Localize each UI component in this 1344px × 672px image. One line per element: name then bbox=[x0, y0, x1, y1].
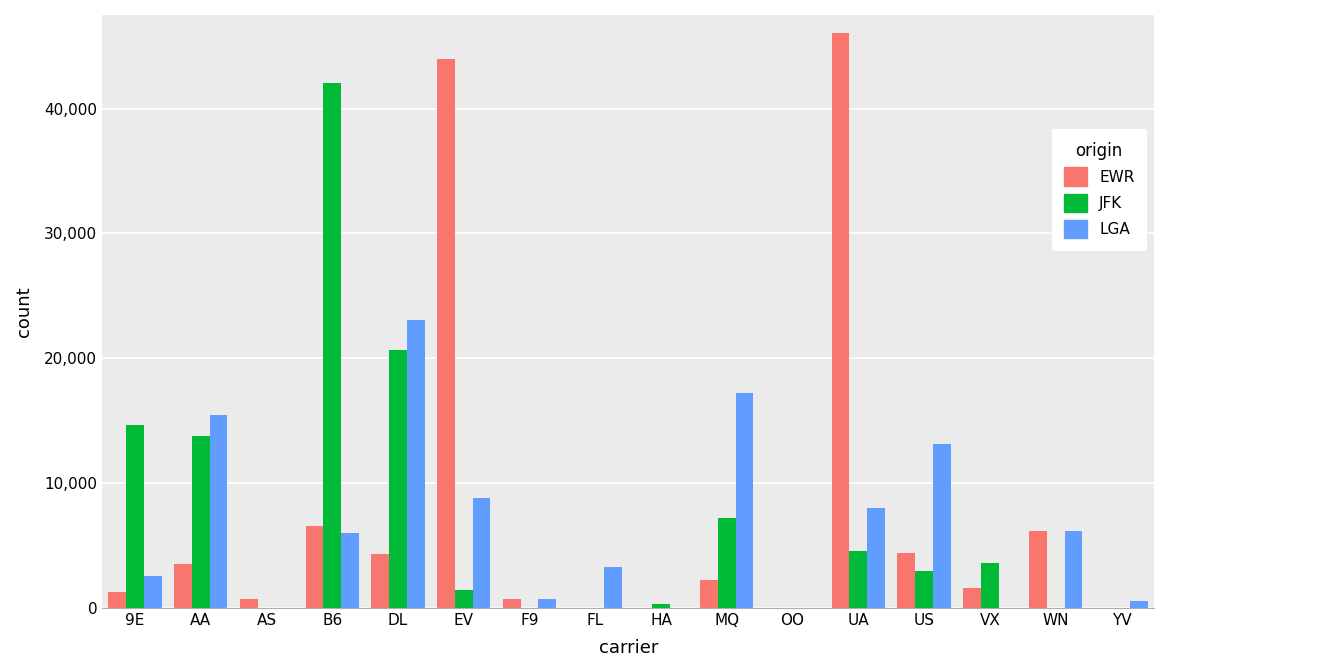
Bar bbox=[605, 567, 622, 608]
Bar bbox=[210, 415, 227, 608]
Bar bbox=[832, 33, 849, 608]
Bar bbox=[700, 580, 718, 608]
Bar bbox=[473, 498, 491, 608]
Bar bbox=[239, 599, 258, 608]
Bar bbox=[898, 553, 915, 608]
Bar bbox=[407, 320, 425, 608]
Bar bbox=[390, 349, 407, 608]
Bar bbox=[915, 571, 933, 608]
Bar bbox=[867, 508, 884, 608]
Bar bbox=[503, 599, 520, 608]
Bar bbox=[849, 552, 867, 608]
Bar bbox=[144, 577, 161, 608]
Bar bbox=[718, 518, 735, 608]
Bar bbox=[1064, 531, 1082, 608]
X-axis label: carrier: carrier bbox=[598, 639, 657, 657]
Bar bbox=[454, 591, 473, 608]
Bar bbox=[192, 436, 210, 608]
Bar bbox=[341, 533, 359, 608]
Bar bbox=[652, 603, 669, 608]
Bar bbox=[324, 83, 341, 608]
Bar bbox=[305, 526, 324, 608]
Legend: EWR, JFK, LGA: EWR, JFK, LGA bbox=[1052, 130, 1146, 251]
Bar bbox=[539, 599, 556, 608]
Bar bbox=[126, 425, 144, 608]
Bar bbox=[933, 444, 950, 608]
Bar bbox=[371, 554, 390, 608]
Bar bbox=[437, 59, 454, 608]
Bar bbox=[1030, 531, 1047, 608]
Bar bbox=[981, 563, 999, 608]
Bar bbox=[735, 393, 754, 608]
Y-axis label: count: count bbox=[15, 286, 34, 337]
Bar bbox=[175, 564, 192, 608]
Bar bbox=[109, 592, 126, 608]
Bar bbox=[964, 589, 981, 608]
Bar bbox=[1130, 601, 1148, 608]
